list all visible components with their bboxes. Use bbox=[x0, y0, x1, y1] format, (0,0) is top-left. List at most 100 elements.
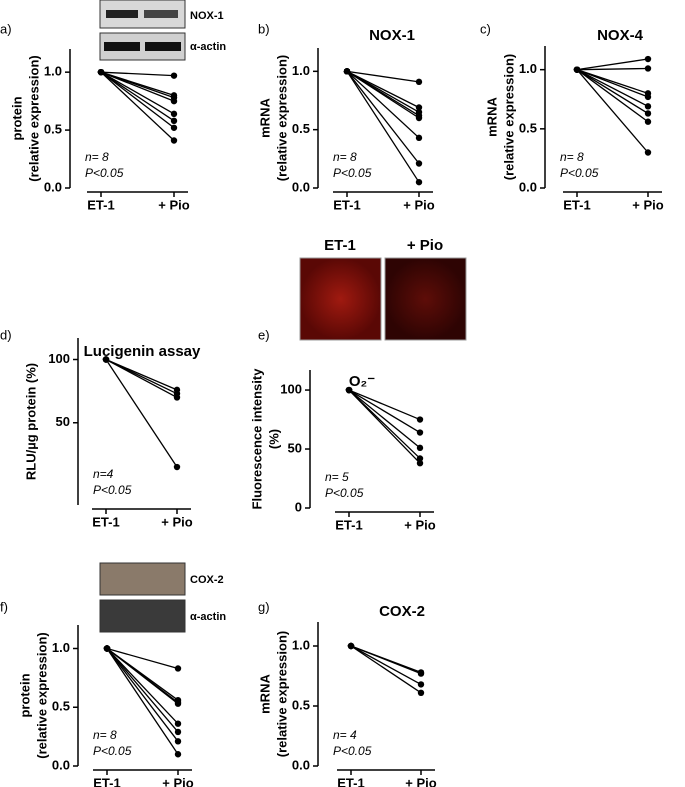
series-line bbox=[576, 69, 649, 123]
series-line bbox=[348, 389, 421, 421]
y-tick-label: 0.5 bbox=[52, 699, 70, 714]
y-tick-label: 0 bbox=[295, 499, 302, 514]
blot bbox=[99, 599, 186, 633]
y-tick-label: 100 bbox=[280, 381, 302, 396]
series-line bbox=[348, 389, 421, 449]
y-tick-label: 0.0 bbox=[292, 179, 310, 194]
point bbox=[103, 645, 111, 652]
annotation: P<0.05 bbox=[560, 166, 599, 180]
x-tick-label: ET-1 bbox=[93, 775, 120, 787]
y-tick-label: 0.0 bbox=[52, 757, 70, 772]
point bbox=[173, 463, 181, 471]
point bbox=[170, 97, 178, 105]
point bbox=[417, 670, 425, 677]
point bbox=[174, 700, 182, 707]
panel-label: g) bbox=[258, 599, 270, 614]
y-axis-label: mRNA bbox=[257, 98, 272, 138]
series-line bbox=[100, 71, 175, 122]
point bbox=[416, 444, 424, 452]
point bbox=[102, 356, 110, 363]
series-line bbox=[346, 70, 420, 83]
chart-title: COX-2 bbox=[379, 603, 425, 620]
series-line bbox=[106, 648, 179, 733]
x-tick-label: ET-1 bbox=[87, 197, 114, 212]
point bbox=[644, 55, 652, 63]
chart-title: O₂⁻ bbox=[349, 373, 375, 390]
point bbox=[97, 68, 105, 76]
y-axis-label: (relative expression) bbox=[34, 632, 49, 758]
series-line bbox=[350, 645, 422, 685]
series-line bbox=[100, 71, 175, 129]
y-tick-label: 100 bbox=[48, 351, 70, 366]
y-axis-label: Fluorescence intensity bbox=[249, 368, 264, 510]
point bbox=[174, 751, 182, 758]
annotation: P<0.05 bbox=[93, 744, 132, 758]
y-axis-label: protein bbox=[9, 96, 24, 140]
y-axis-label: RLU/µg protein (%) bbox=[23, 363, 38, 480]
annotation: P<0.05 bbox=[333, 744, 372, 758]
point bbox=[170, 124, 178, 131]
y-tick-label: 0.5 bbox=[44, 122, 62, 137]
point bbox=[415, 134, 423, 142]
point bbox=[170, 72, 178, 79]
series-line bbox=[105, 359, 178, 468]
annotation: n= 8 bbox=[85, 150, 109, 164]
blot-label: NOX-1 bbox=[190, 10, 224, 22]
blot bbox=[99, 562, 186, 596]
y-tick-label: 50 bbox=[288, 440, 302, 455]
point bbox=[644, 118, 652, 125]
y-tick-label: 50 bbox=[56, 414, 70, 429]
point bbox=[416, 416, 424, 423]
y-tick-label: 1.0 bbox=[44, 64, 62, 79]
point bbox=[415, 104, 423, 111]
point bbox=[415, 178, 423, 186]
y-tick-label: 0.0 bbox=[292, 757, 310, 772]
series-line bbox=[106, 648, 179, 725]
series-line bbox=[346, 70, 420, 164]
point bbox=[644, 103, 652, 110]
y-axis-label: mRNA bbox=[484, 97, 499, 137]
y-axis-label: (relative expression) bbox=[274, 55, 289, 181]
point bbox=[174, 738, 182, 745]
micrograph bbox=[384, 257, 467, 341]
y-axis-label: mRNA bbox=[257, 674, 272, 714]
x-tick-label: ET-1 bbox=[92, 514, 119, 529]
series-line bbox=[106, 647, 179, 705]
micrograph-label: ET-1 bbox=[324, 237, 356, 254]
point bbox=[174, 728, 182, 736]
y-tick-label: 0.5 bbox=[292, 697, 310, 712]
y-tick-label: 1.0 bbox=[292, 63, 310, 78]
y-tick-label: 0.5 bbox=[519, 120, 537, 135]
series-line bbox=[348, 389, 421, 434]
series-line bbox=[576, 69, 649, 107]
series-line bbox=[576, 67, 649, 71]
series-line bbox=[106, 647, 179, 670]
point bbox=[416, 455, 424, 462]
x-tick-label: ET-1 bbox=[337, 775, 364, 787]
micrograph-label: + Pio bbox=[407, 237, 443, 254]
point bbox=[170, 137, 178, 144]
series-line bbox=[576, 69, 649, 115]
point bbox=[174, 720, 182, 727]
x-tick-label: + Pio bbox=[161, 514, 192, 529]
x-tick-label: + Pio bbox=[162, 775, 193, 787]
x-tick-label: + Pio bbox=[405, 775, 436, 787]
micrograph bbox=[299, 257, 382, 341]
point bbox=[415, 114, 423, 122]
series-line bbox=[346, 70, 420, 109]
annotation: n= 8 bbox=[560, 150, 584, 164]
x-tick-label: + Pio bbox=[158, 197, 189, 212]
point bbox=[415, 160, 423, 167]
chart-title: Lucigenin assay bbox=[84, 343, 201, 360]
panel-label: e) bbox=[258, 327, 270, 342]
point bbox=[345, 386, 353, 394]
point bbox=[347, 642, 355, 650]
y-tick-label: 1.0 bbox=[52, 640, 70, 655]
series-line bbox=[100, 71, 175, 115]
point bbox=[644, 149, 652, 156]
series-line bbox=[106, 648, 179, 742]
y-axis-label: (relative expression) bbox=[501, 54, 516, 180]
x-tick-label: + Pio bbox=[632, 197, 663, 212]
